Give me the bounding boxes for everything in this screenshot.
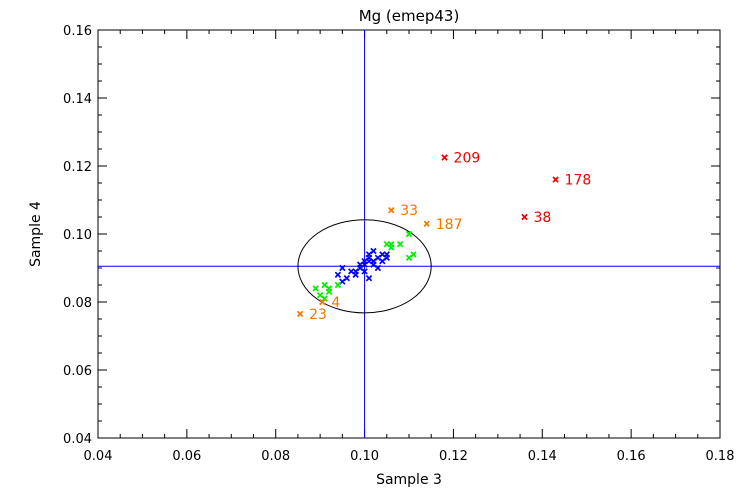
point-green — [325, 285, 333, 292]
point-marker-green — [312, 285, 319, 292]
point-green — [388, 240, 395, 248]
point-marker-red — [441, 154, 448, 161]
x-tick-label: 0.14 — [528, 449, 557, 464]
point-green — [312, 285, 319, 292]
x-tick-label: 0.04 — [84, 449, 113, 464]
point-red — [521, 213, 528, 221]
point-label: 178 — [565, 173, 592, 189]
point-green — [405, 230, 413, 238]
point-marker-blue — [365, 251, 373, 258]
point-orange — [388, 206, 395, 214]
point-red — [552, 176, 559, 183]
point-orange — [319, 298, 326, 306]
point-marker-green — [396, 240, 404, 248]
point-red — [441, 154, 448, 161]
point-labels: 234 33 187 209 178 38 — [309, 151, 591, 323]
y-axis-title: Sample 4 — [28, 201, 44, 267]
point-blue — [361, 268, 368, 275]
point-marker-green — [410, 251, 417, 258]
point-green — [410, 251, 417, 258]
point-label: 4 — [331, 295, 340, 311]
x-tick-label: 0.12 — [439, 449, 468, 464]
point-marker-green — [405, 230, 413, 238]
point-marker-blue — [343, 274, 351, 282]
point-marker-red — [552, 176, 559, 183]
point-blue — [383, 251, 390, 258]
point-marker-blue — [374, 264, 382, 272]
point-marker-orange — [423, 220, 430, 228]
y-tick-label: 0.14 — [63, 92, 92, 107]
point-marker-blue — [352, 271, 359, 279]
point-blue — [374, 264, 382, 272]
point-label: 33 — [400, 203, 418, 219]
y-tick-label: 0.08 — [63, 296, 92, 311]
y-tick-label: 0.04 — [63, 432, 92, 447]
point-marker-green — [388, 240, 395, 248]
point-blue — [334, 271, 342, 279]
x-tick-label: 0.10 — [350, 449, 379, 464]
x-tick-label: 0.16 — [617, 449, 646, 464]
point-label: 38 — [534, 210, 552, 226]
x-tick-label: 0.06 — [172, 449, 201, 464]
y-tick-label: 0.10 — [63, 228, 92, 243]
point-marker-blue — [339, 264, 346, 272]
data-points — [296, 154, 559, 318]
point-marker-blue — [361, 268, 368, 275]
x-axis-title: Sample 3 — [376, 472, 442, 488]
y-tick-label: 0.16 — [63, 24, 92, 39]
point-blue — [365, 251, 373, 258]
confidence-ellipse — [297, 219, 432, 314]
point-green — [334, 281, 342, 289]
point-blue — [365, 274, 373, 282]
point-marker-green — [334, 281, 342, 289]
point-label: 209 — [454, 151, 481, 167]
point-marker-orange — [388, 206, 395, 214]
x-tick-label: 0.18 — [706, 449, 735, 464]
point-blue — [352, 271, 359, 279]
point-marker-orange — [296, 310, 304, 318]
axis-ticks: 0.04 0.06 0.08 0.10 0.12 0.14 0.16 0.18 0.04 0.06… — [63, 24, 734, 464]
point-marker-green — [325, 285, 333, 292]
point-orange — [423, 220, 430, 228]
point-label: 23 — [309, 307, 327, 323]
chart-title: Mg (emep43) — [359, 7, 460, 25]
x-tick-label: 0.08 — [261, 449, 290, 464]
point-blue — [339, 264, 346, 272]
point-marker-blue — [334, 271, 342, 279]
y-tick-label: 0.12 — [63, 160, 92, 175]
point-marker-blue — [383, 251, 390, 258]
point-marker-red — [521, 213, 528, 221]
point-marker-orange — [319, 298, 326, 306]
reference-lines — [98, 30, 720, 438]
point-blue — [343, 274, 351, 282]
point-orange — [296, 310, 304, 318]
point-green — [396, 240, 404, 248]
point-label: 187 — [436, 217, 463, 233]
point-marker-blue — [365, 274, 373, 282]
y-tick-label: 0.06 — [63, 364, 92, 379]
